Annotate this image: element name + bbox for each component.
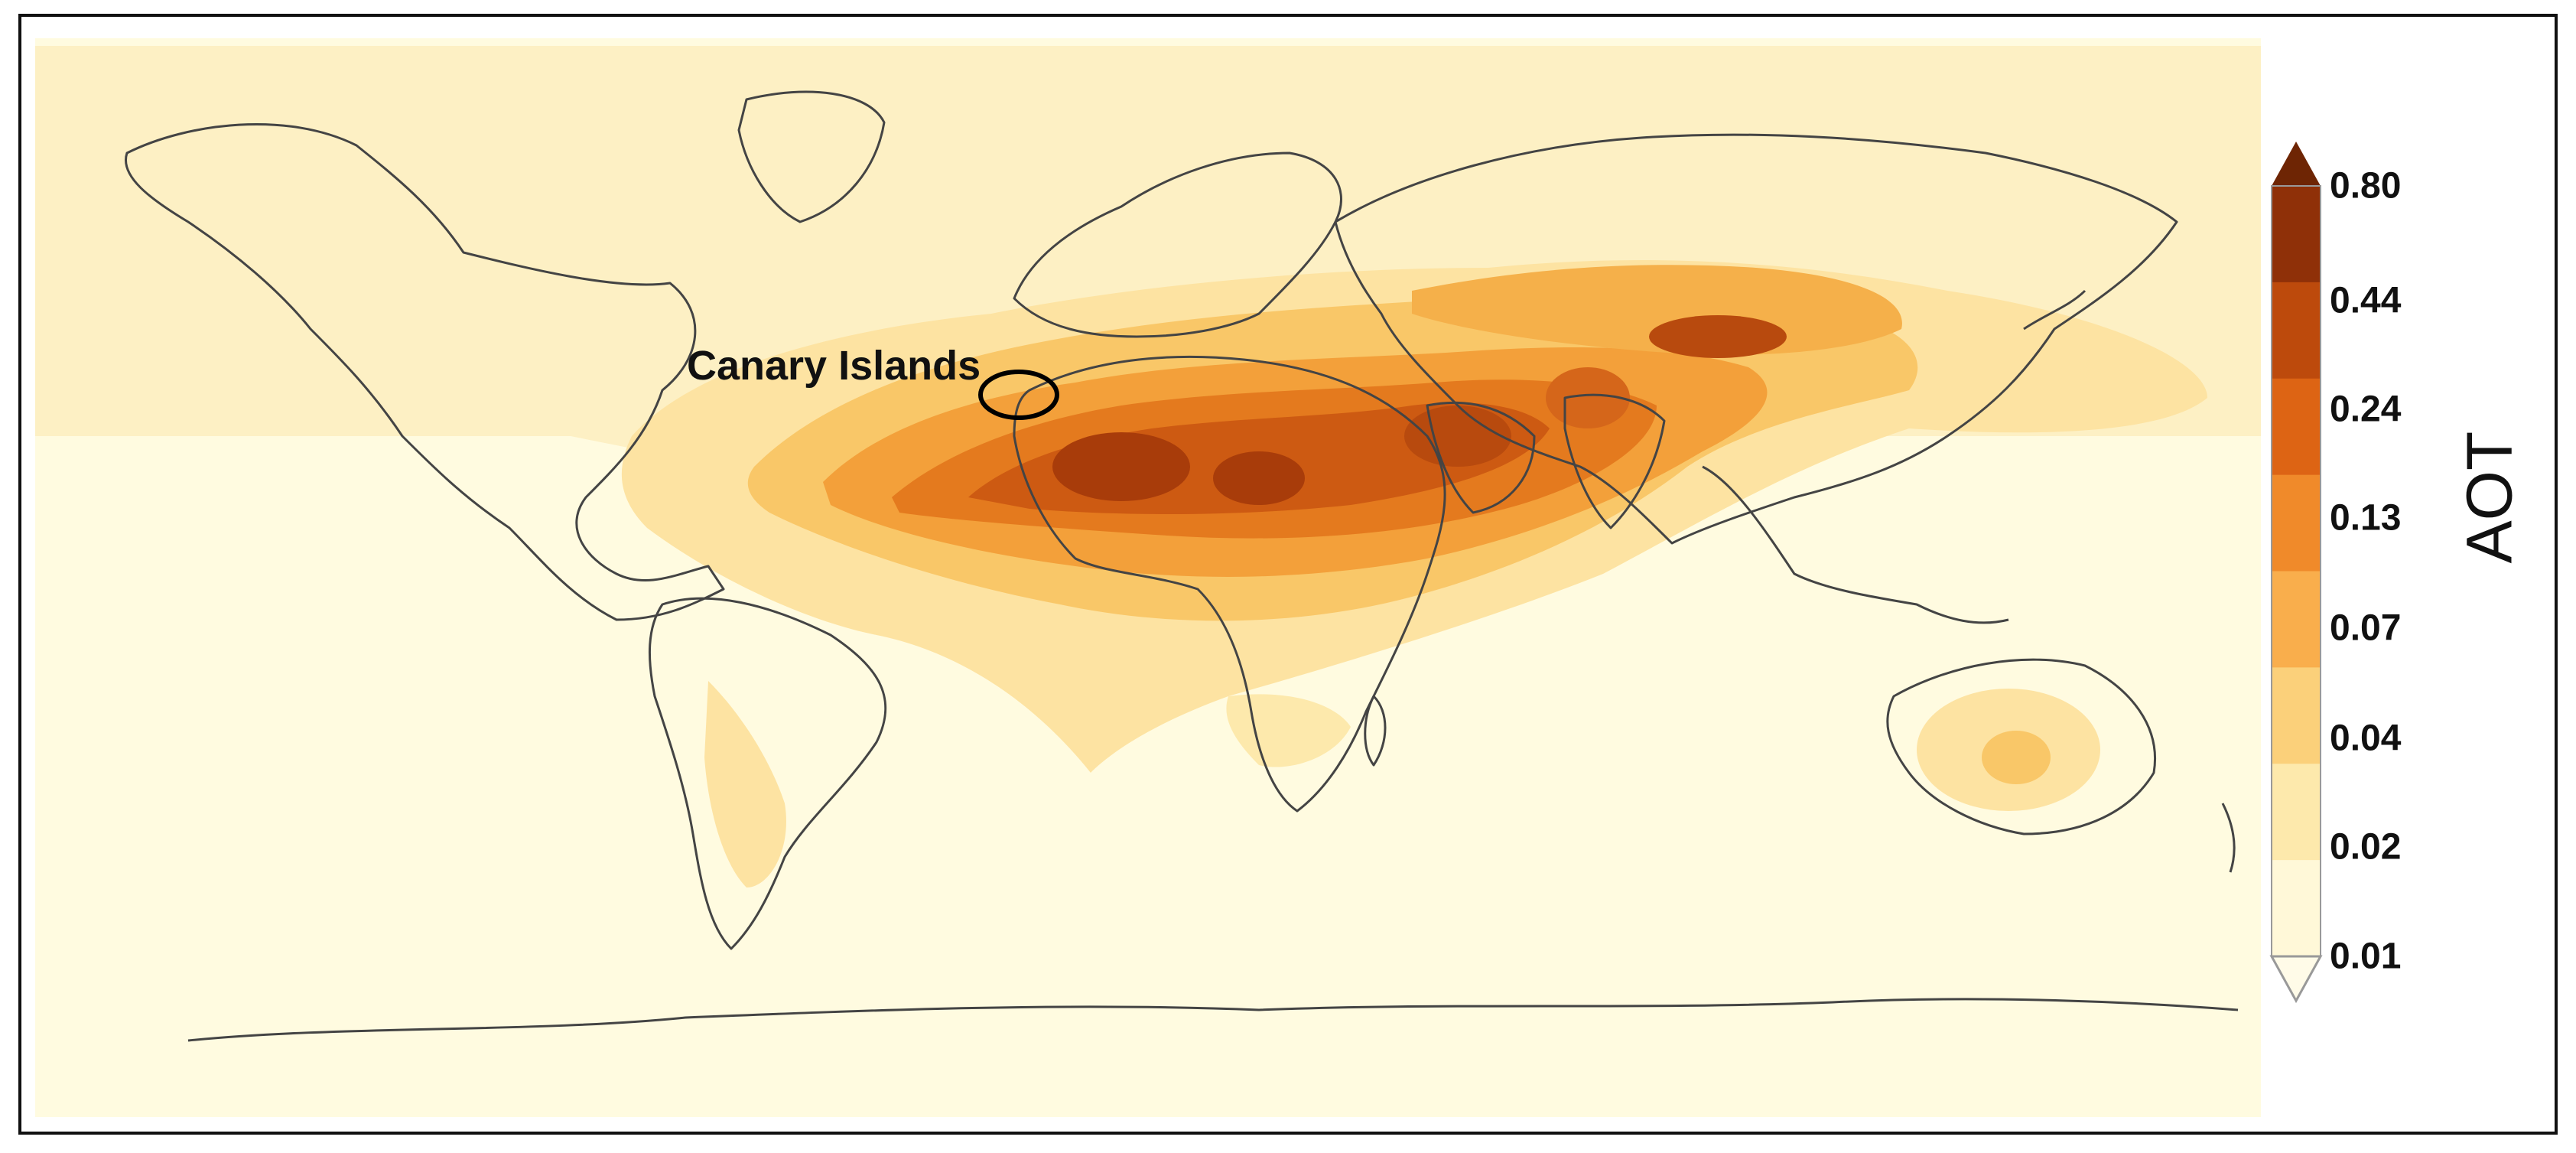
colorbar-band	[2272, 186, 2321, 283]
colorbar-band	[2272, 474, 2321, 572]
coast-asia	[1334, 133, 2178, 545]
colorbar	[2269, 142, 2323, 1004]
aot-band-southern-africa	[1226, 694, 1351, 767]
aot-hotspot-arabia	[1404, 406, 1511, 467]
aot-hotspot-thar	[1546, 367, 1630, 428]
colorbar-over-triangle	[2272, 142, 2321, 186]
colorbar-tick-label: 0.01	[2330, 936, 2402, 977]
coast-arabia	[1426, 401, 1536, 514]
colorbar-tick-label: 0.24	[2330, 389, 2402, 430]
coast-antarctica	[187, 998, 2239, 1042]
colorbar-title: AOT	[2453, 431, 2526, 564]
coast-africa	[1013, 355, 1446, 813]
colorbar-tick-label: 0.44	[2330, 280, 2402, 321]
colorbar-band	[2272, 860, 2321, 957]
coast-greenland	[737, 90, 886, 223]
colorbar-tick-label: 0.07	[2330, 607, 2402, 649]
coast-europe	[1013, 151, 1342, 338]
colorbar-band	[2272, 571, 2321, 668]
coast-madagascar	[1364, 695, 1387, 767]
coast-north-america	[125, 122, 725, 621]
colorbar-tick-label: 0.13	[2330, 497, 2402, 539]
colorbar-band	[2272, 378, 2321, 476]
aot-world-map	[35, 38, 2261, 1117]
coast-south-america	[648, 597, 887, 950]
colorbar-tick-label: 0.02	[2330, 826, 2402, 868]
canary-islands-marker	[978, 370, 1059, 420]
coast-india	[1563, 393, 1666, 529]
colorbar-band	[2272, 667, 2321, 764]
aot-hotspot-sahara-west	[1052, 432, 1190, 501]
canary-islands-label: Canary Islands	[687, 343, 981, 389]
colorbar-band	[2272, 282, 2321, 379]
coastlines	[125, 90, 2239, 1042]
aot-band-south-america	[704, 681, 786, 888]
coast-japan	[2023, 289, 2086, 331]
aot-shading	[35, 46, 2261, 888]
colorbar-band	[2272, 764, 2321, 861]
coast-southeast-asia	[1702, 465, 2009, 624]
coast-new-zealand	[2221, 803, 2236, 873]
colorbar-under-triangle	[2269, 955, 2323, 1004]
aot-hotspot-bodele	[1213, 451, 1305, 505]
coast-australia	[1886, 658, 2156, 835]
colorbar-tick-label: 0.80	[2330, 165, 2402, 207]
colorbar-tick-label: 0.04	[2330, 718, 2402, 759]
colorbar-outline	[2271, 185, 2321, 957]
aot-hotspot-taklamakan	[1649, 315, 1787, 358]
aot-hotspot-australia	[1982, 731, 2051, 784]
